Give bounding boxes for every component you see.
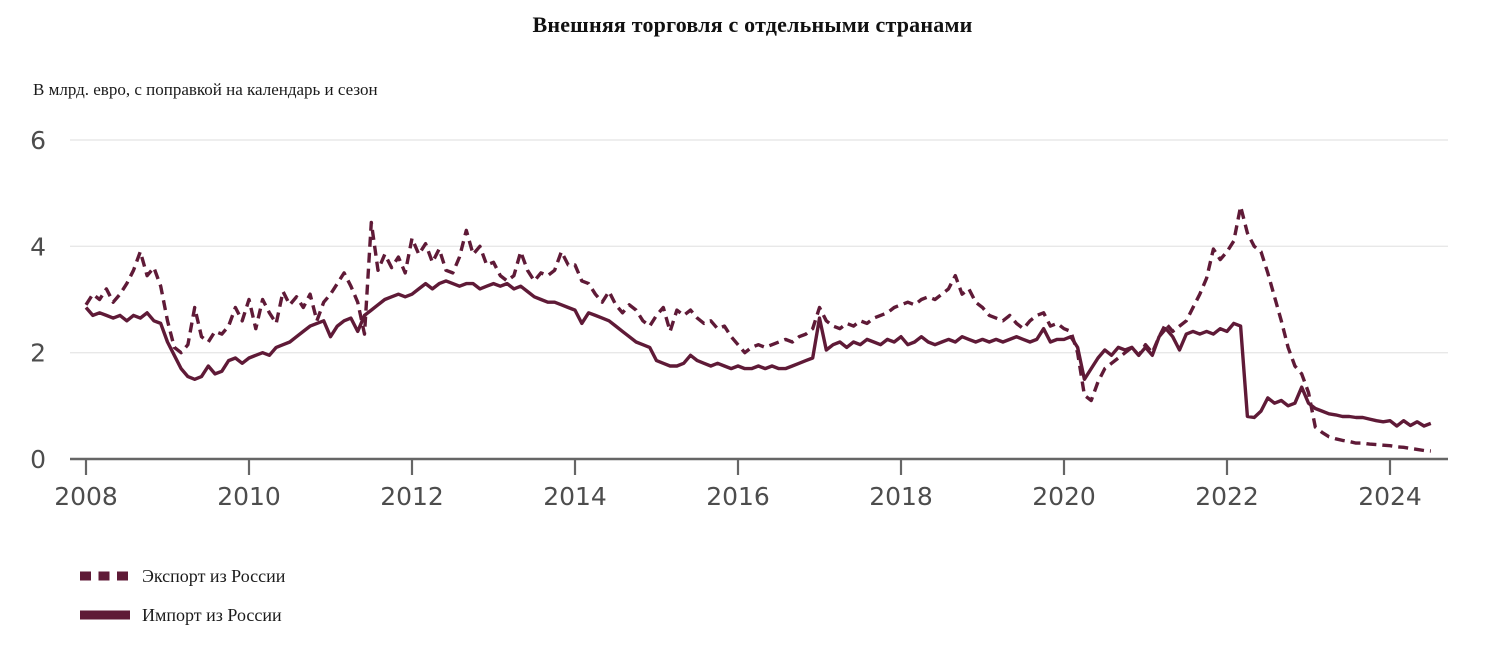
legend-label-import: Импорт из России: [142, 604, 282, 625]
legend-item-import: Импорт из России: [80, 602, 285, 628]
legend-label-export: Экспорт из России: [142, 565, 286, 586]
svg-text:2: 2: [30, 339, 46, 368]
svg-text:2012: 2012: [380, 482, 444, 511]
import-solid-swatch-icon: [80, 610, 130, 620]
svg-text:2018: 2018: [869, 482, 933, 511]
legend: Экспорт из России Импорт из России: [80, 563, 285, 628]
svg-text:4: 4: [30, 232, 46, 261]
svg-text:0: 0: [30, 445, 46, 474]
svg-text:2008: 2008: [54, 482, 118, 511]
legend-item-export: Экспорт из России: [80, 563, 285, 589]
svg-text:2016: 2016: [706, 482, 770, 511]
line-chart: 0 2 4 6 2008 2010 2012 2014 2016 2018 2020 2022 2024: [30, 126, 1448, 511]
chart-title: Внешняя торговля с отдельными странами: [532, 12, 973, 37]
svg-text:6: 6: [30, 126, 46, 155]
export-dashed-swatch-icon: [80, 571, 130, 581]
svg-text:2014: 2014: [543, 482, 607, 511]
svg-text:2020: 2020: [1032, 482, 1096, 511]
svg-text:2010: 2010: [217, 482, 281, 511]
svg-text:2022: 2022: [1195, 482, 1259, 511]
svg-text:2024: 2024: [1358, 482, 1422, 511]
chart-subtitle: В млрд. евро, с поправкой на календарь и…: [33, 80, 378, 99]
plot-area: 0 2 4 6 2008 2010 2012 2014 2016 2018 2020 2022 2024: [30, 126, 1448, 511]
